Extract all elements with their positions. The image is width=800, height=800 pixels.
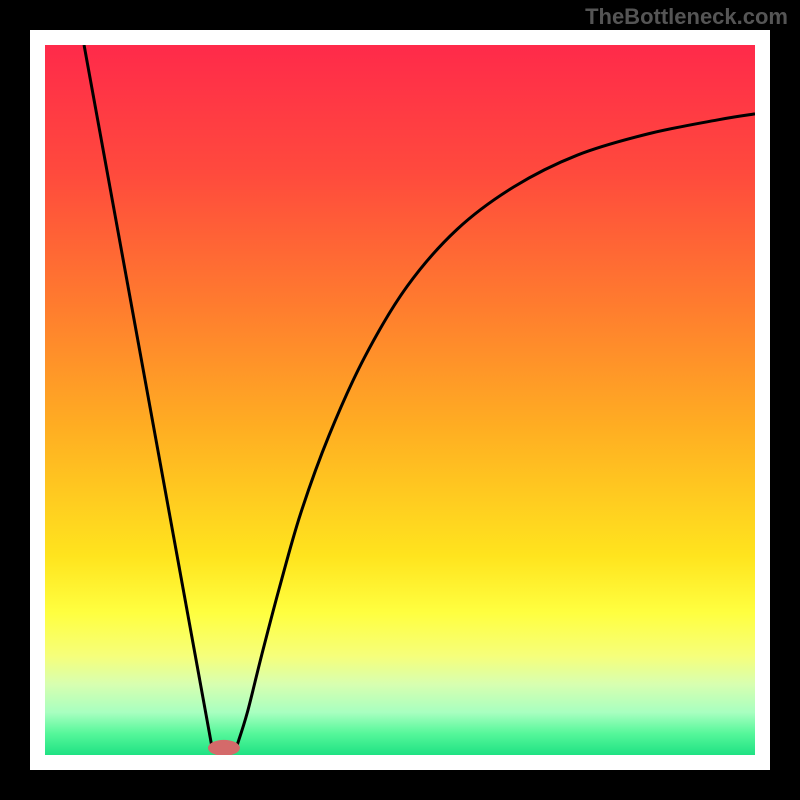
minimum-marker xyxy=(208,740,240,756)
chart-container: TheBottleneck.com xyxy=(0,0,800,800)
gradient-background xyxy=(45,45,755,755)
bottleneck-chart xyxy=(0,0,800,800)
watermark-text: TheBottleneck.com xyxy=(585,4,788,30)
